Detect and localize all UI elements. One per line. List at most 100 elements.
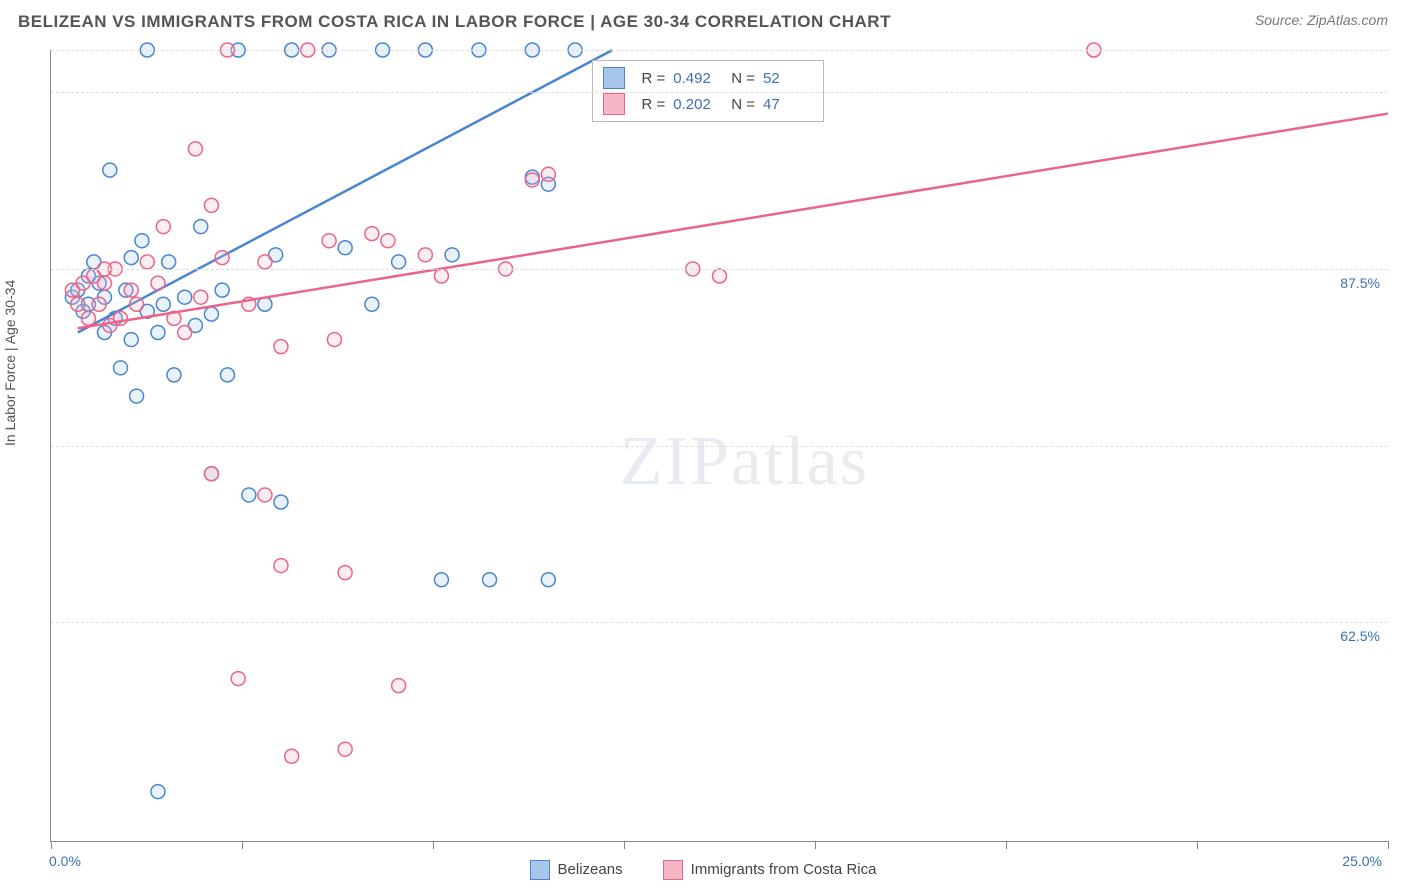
data-point-costarica (156, 220, 170, 234)
x-tick (242, 841, 243, 849)
data-point-belizeans (194, 220, 208, 234)
legend: Belizeans Immigrants from Costa Rica (0, 860, 1406, 880)
data-point-costarica (327, 333, 341, 347)
data-point-costarica (81, 311, 95, 325)
data-point-costarica (525, 173, 539, 187)
y-tick-label: 87.5% (1338, 275, 1382, 291)
stat-r-label: R = (641, 96, 665, 113)
data-point-costarica (338, 742, 352, 756)
data-point-costarica (140, 255, 154, 269)
data-point-belizeans (365, 297, 379, 311)
data-point-belizeans (167, 368, 181, 382)
plot-area: ZIPatlas 0.0% 25.0% R =0.492N =52R =0.20… (50, 50, 1388, 842)
data-point-belizeans (483, 573, 497, 587)
chart-header: BELIZEAN VS IMMIGRANTS FROM COSTA RICA I… (0, 0, 1406, 38)
x-tick (1006, 841, 1007, 849)
legend-swatch (663, 860, 683, 880)
x-tick (51, 841, 52, 849)
data-point-costarica (258, 255, 272, 269)
stat-n-label: N = (731, 70, 755, 87)
data-point-costarica (92, 297, 106, 311)
data-point-costarica (194, 290, 208, 304)
data-point-belizeans (130, 389, 144, 403)
data-point-belizeans (124, 333, 138, 347)
data-point-costarica (434, 269, 448, 283)
stat-swatch (603, 67, 625, 89)
data-point-belizeans (156, 297, 170, 311)
trend-line-costarica (78, 114, 1388, 329)
stat-n-label: N = (731, 96, 755, 113)
stat-r-label: R = (641, 70, 665, 87)
stat-r-value: 0.492 (673, 70, 723, 87)
data-point-costarica (97, 276, 111, 290)
x-tick (433, 841, 434, 849)
data-point-belizeans (162, 255, 176, 269)
data-point-costarica (392, 679, 406, 693)
gridline-h (51, 269, 1388, 270)
data-point-belizeans (274, 495, 288, 509)
data-point-belizeans (445, 248, 459, 262)
gridline-h (51, 622, 1388, 623)
data-point-costarica (204, 198, 218, 212)
stat-row-costarica: R = 0.202 N = 47 (593, 91, 823, 117)
data-point-costarica (231, 672, 245, 686)
source-name: ZipAtlas.com (1307, 12, 1388, 28)
data-point-belizeans (151, 326, 165, 340)
stat-n-value: 52 (763, 70, 813, 87)
data-point-costarica (381, 234, 395, 248)
gridline-h (51, 92, 1388, 93)
data-point-belizeans (124, 251, 138, 265)
stat-row-belizeans: R = 0.492 N = 52 (593, 65, 823, 91)
legend-swatch (530, 860, 550, 880)
legend-item-belizeans: Belizeans (530, 860, 623, 880)
data-point-belizeans (103, 163, 117, 177)
chart-area: ZIPatlas 0.0% 25.0% R =0.492N =52R =0.20… (50, 50, 1388, 842)
stat-r-value: 0.202 (673, 96, 723, 113)
data-point-belizeans (178, 290, 192, 304)
data-point-belizeans (338, 241, 352, 255)
data-point-costarica (365, 227, 379, 241)
stat-swatch (603, 93, 625, 115)
legend-label: Belizeans (558, 861, 623, 878)
y-axis-title: In Labor Force | Age 30-34 (2, 280, 18, 446)
y-tick-label: 62.5% (1338, 628, 1382, 644)
data-point-costarica (338, 566, 352, 580)
data-point-costarica (204, 467, 218, 481)
data-point-belizeans (215, 283, 229, 297)
data-point-belizeans (204, 307, 218, 321)
source-attribution: Source: ZipAtlas.com (1255, 12, 1388, 28)
legend-item-costarica: Immigrants from Costa Rica (663, 860, 877, 880)
data-point-costarica (713, 269, 727, 283)
data-point-costarica (274, 559, 288, 573)
data-point-belizeans (392, 255, 406, 269)
gridline-h (51, 446, 1388, 447)
source-prefix: Source: (1255, 12, 1307, 28)
data-point-costarica (151, 276, 165, 290)
data-point-belizeans (541, 573, 555, 587)
x-tick (1197, 841, 1198, 849)
data-point-costarica (215, 251, 229, 265)
data-point-belizeans (434, 573, 448, 587)
correlation-stats-box: R = 0.492 N = 52 R = 0.202 N = 47 (592, 60, 824, 122)
data-point-belizeans (135, 234, 149, 248)
data-point-costarica (71, 297, 85, 311)
data-point-costarica (130, 297, 144, 311)
stat-n-value: 47 (763, 96, 813, 113)
gridline-h (51, 50, 1388, 51)
chart-title: BELIZEAN VS IMMIGRANTS FROM COSTA RICA I… (18, 12, 891, 32)
data-point-costarica (285, 749, 299, 763)
data-point-belizeans (151, 785, 165, 799)
data-point-belizeans (242, 488, 256, 502)
legend-label: Immigrants from Costa Rica (691, 861, 877, 878)
data-point-belizeans (114, 361, 128, 375)
data-point-costarica (188, 142, 202, 156)
data-point-costarica (418, 248, 432, 262)
data-point-costarica (322, 234, 336, 248)
data-point-costarica (178, 326, 192, 340)
data-point-belizeans (220, 368, 234, 382)
x-tick (815, 841, 816, 849)
data-point-costarica (124, 283, 138, 297)
data-point-costarica (541, 167, 555, 181)
x-tick (624, 841, 625, 849)
data-point-costarica (258, 488, 272, 502)
